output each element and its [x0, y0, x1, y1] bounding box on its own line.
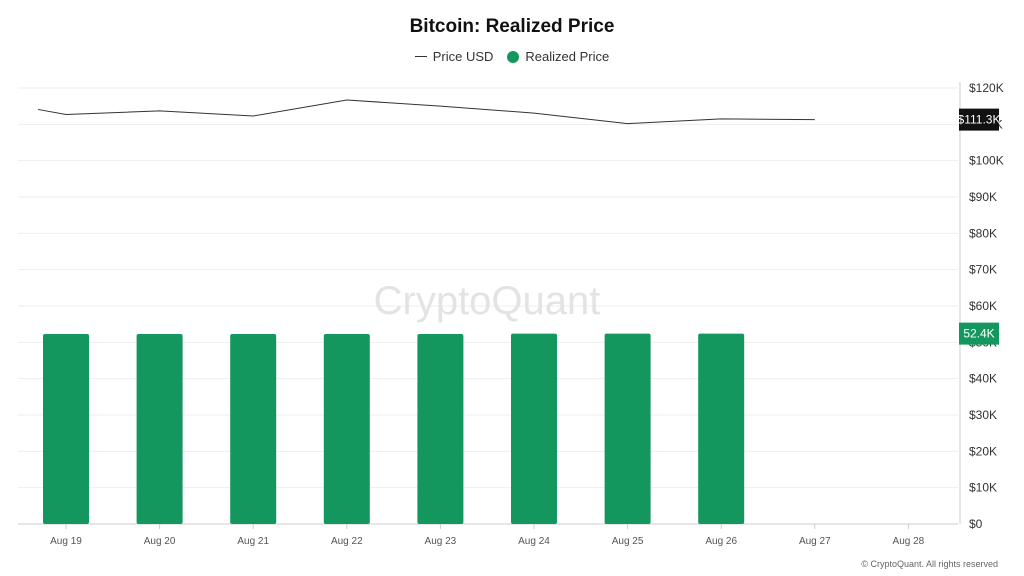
x-tick-label: Aug 25: [612, 536, 644, 547]
y-tick-label: $60K: [969, 299, 997, 313]
y-tick-label: $30K: [969, 408, 997, 422]
legend-dot-icon: [507, 50, 520, 63]
x-tick-label: Aug 24: [518, 536, 550, 547]
y-tick-label: $100K: [969, 154, 1004, 168]
copyright-text: © CryptoQuant. All rights reserved: [861, 559, 998, 569]
legend-item-realized-price[interactable]: Realized Price: [507, 49, 609, 64]
x-tick-label: Aug 21: [237, 536, 269, 547]
bar-realized-price: [511, 333, 557, 524]
current-value-tag: [959, 322, 999, 345]
y-tick-label: $80K: [969, 226, 997, 240]
bar-realized-price: [43, 333, 89, 524]
bar-realized-price: [323, 333, 370, 524]
bar-realized-price: [136, 333, 183, 524]
bar-realized-price: [417, 333, 464, 524]
legend-line-icon: [414, 56, 427, 57]
y-tick-label: $90K: [969, 190, 997, 204]
x-tick-label: Aug 23: [425, 536, 457, 547]
current-value-label: 52.4K: [963, 327, 994, 341]
x-tick-label: Aug 26: [705, 536, 737, 547]
x-tick-label: Aug 22: [331, 536, 363, 547]
legend-item-price-usd[interactable]: Price USD: [414, 49, 494, 64]
current-value-label: $111.3K: [958, 113, 1001, 127]
y-tick-label: $70K: [969, 263, 997, 277]
current-value-tag: [959, 108, 999, 131]
x-tick-label: Aug 28: [893, 536, 925, 547]
x-tick-label: Aug 20: [144, 536, 176, 547]
y-tick-label: $40K: [969, 372, 997, 386]
y-tick-label: $120K: [969, 81, 1004, 95]
watermark-text: CryptoQuant: [374, 279, 601, 323]
y-tick-label: $20K: [969, 444, 997, 458]
bar-realized-price: [698, 333, 745, 524]
legend-label-price-usd: Price USD: [432, 49, 494, 64]
chart-title: Bitcoin: Realized Price: [409, 16, 615, 37]
bar-realized-price: [604, 333, 651, 524]
x-tick-label: Aug 27: [799, 536, 831, 547]
y-tick-label: $10K: [969, 481, 997, 495]
legend: Price USD Realized Price: [0, 49, 1024, 64]
legend-label-realized-price: Realized Price: [525, 49, 610, 64]
bar-realized-price: [230, 333, 277, 524]
y-tick-label: $0: [969, 517, 983, 531]
x-tick-label: Aug 19: [50, 536, 82, 547]
line-price-usd: [37, 99, 815, 125]
